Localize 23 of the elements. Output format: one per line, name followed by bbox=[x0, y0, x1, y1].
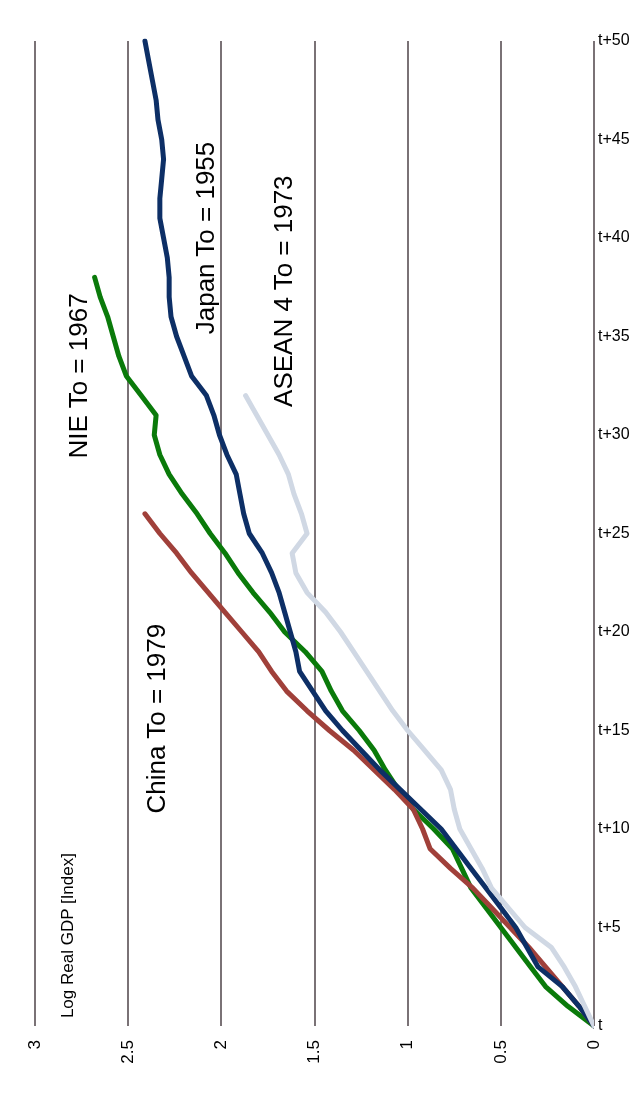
y-tick-label: t+50 bbox=[598, 31, 630, 49]
y-tick-label: t+30 bbox=[598, 425, 630, 443]
text: China To = 1979 bbox=[141, 623, 172, 814]
y-tick-label: t+20 bbox=[598, 622, 630, 640]
y-tick-label: t+45 bbox=[598, 129, 630, 147]
y-tick-label: t+5 bbox=[598, 917, 621, 935]
x-tick-label: 2.5 bbox=[117, 1040, 137, 1064]
x-tick-label: 1.5 bbox=[304, 1040, 324, 1064]
x-tick-label: 3 bbox=[24, 1040, 44, 1050]
y-tick-label: t+10 bbox=[598, 819, 630, 837]
y-tick-label: t+15 bbox=[598, 720, 630, 738]
x-tick-label: 0.5 bbox=[490, 1040, 510, 1064]
y-tick-label: t bbox=[598, 1016, 603, 1034]
x-tick-label: 2 bbox=[211, 1040, 231, 1050]
text: Japan To = 1955 bbox=[189, 141, 220, 335]
x-tick-label: 1 bbox=[397, 1040, 417, 1050]
y-tick-label: t+40 bbox=[598, 228, 630, 246]
y-axis-title: Log Real GDP [Index] bbox=[58, 853, 78, 1019]
text: ASEAN 4 To = 1973 bbox=[267, 175, 298, 407]
x-tick-label: 0 bbox=[583, 1040, 603, 1050]
y-tick-label: t+35 bbox=[598, 326, 630, 344]
y-tick-label: t+25 bbox=[598, 523, 630, 541]
text: NIE To = 1967 bbox=[62, 293, 93, 459]
